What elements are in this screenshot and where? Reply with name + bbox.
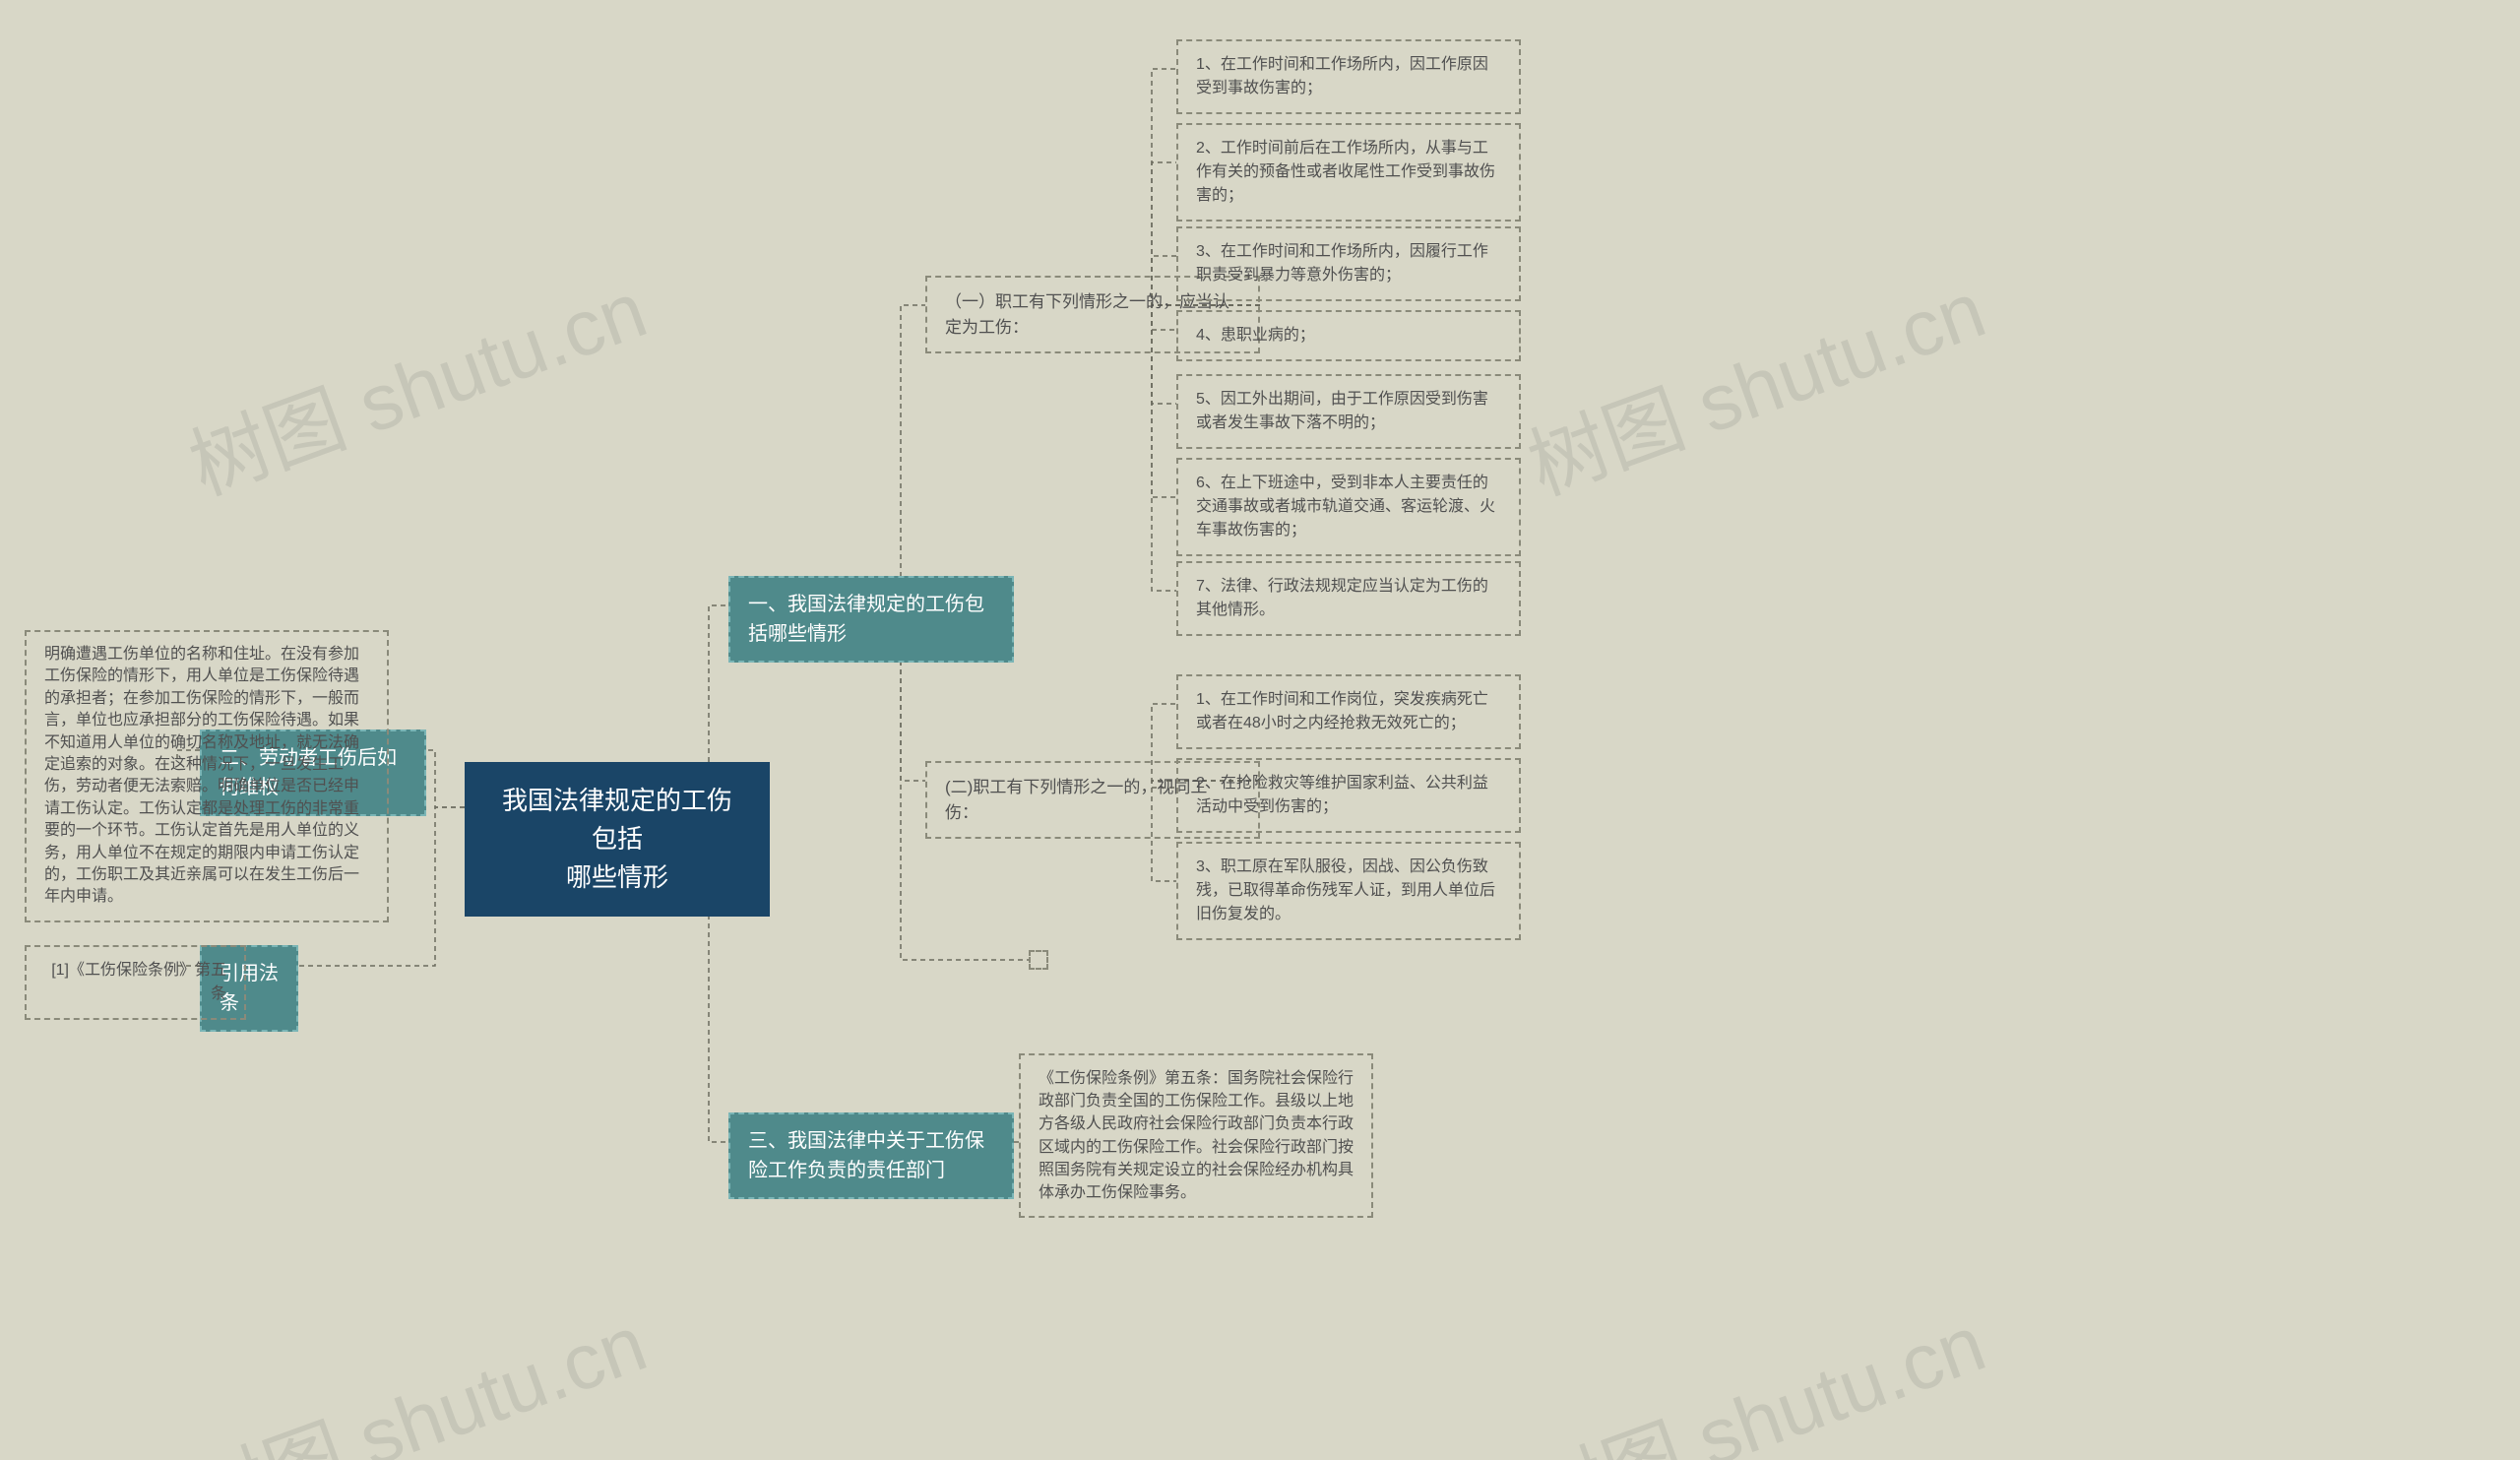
item-r1-2-2: 2、在抢险救灾等维护国家利益、公共利益活动中受到伤害的； <box>1176 758 1521 833</box>
sub-r1-3-tiny <box>1029 950 1048 970</box>
item-r1-1-6: 6、在上下班途中，受到非本人主要责任的交通事故或者城市轨道交通、客运轮渡、火车事… <box>1176 458 1521 556</box>
leaf-left-1-1: 明确遭遇工伤单位的名称和住址。在没有参加工伤保险的情形下，用人单位是工伤保险待遇… <box>25 630 389 922</box>
item-r1-1-2: 2、工作时间前后在工作场所内，从事与工作有关的预备性或者收尾性工作受到事故伤害的… <box>1176 123 1521 222</box>
item-r1-1-4: 4、患职业病的； <box>1176 310 1521 361</box>
item-r1-1-5: 5、因工外出期间，由于工作原因受到伤害或者发生事故下落不明的； <box>1176 374 1521 449</box>
leaf-right-2-1: 《工伤保险条例》第五条：国务院社会保险行政部门负责全国的工伤保险工作。县级以上地… <box>1019 1053 1373 1218</box>
item-r1-1-3: 3、在工作时间和工作场所内，因履行工作职责受到暴力等意外伤害的； <box>1176 226 1521 301</box>
leaf-left-2-1: [1]《工伤保险条例》第五条 <box>25 945 246 1020</box>
branch-right-1: 一、我国法律规定的工伤包括哪些情形 <box>728 576 1014 663</box>
watermark: 树图 shutu.cn <box>1511 247 1998 518</box>
watermark: 树图 shutu.cn <box>1511 1281 1998 1460</box>
root-node: 我国法律规定的工伤包括哪些情形 <box>465 762 770 917</box>
item-r1-1-7: 7、法律、行政法规规定应当认定为工伤的其他情形。 <box>1176 561 1521 636</box>
branch-right-2: 三、我国法律中关于工伤保险工作负责的责任部门 <box>728 1112 1014 1199</box>
watermark: 树图 shutu.cn <box>172 247 660 518</box>
watermark: 树图 shutu.cn <box>172 1281 660 1460</box>
item-r1-2-1: 1、在工作时间和工作岗位，突发疾病死亡或者在48小时之内经抢救无效死亡的； <box>1176 674 1521 749</box>
item-r1-2-3: 3、职工原在军队服役，因战、因公负伤致残，已取得革命伤残军人证，到用人单位后旧伤… <box>1176 842 1521 940</box>
item-r1-1-1: 1、在工作时间和工作场所内，因工作原因受到事故伤害的； <box>1176 39 1521 114</box>
